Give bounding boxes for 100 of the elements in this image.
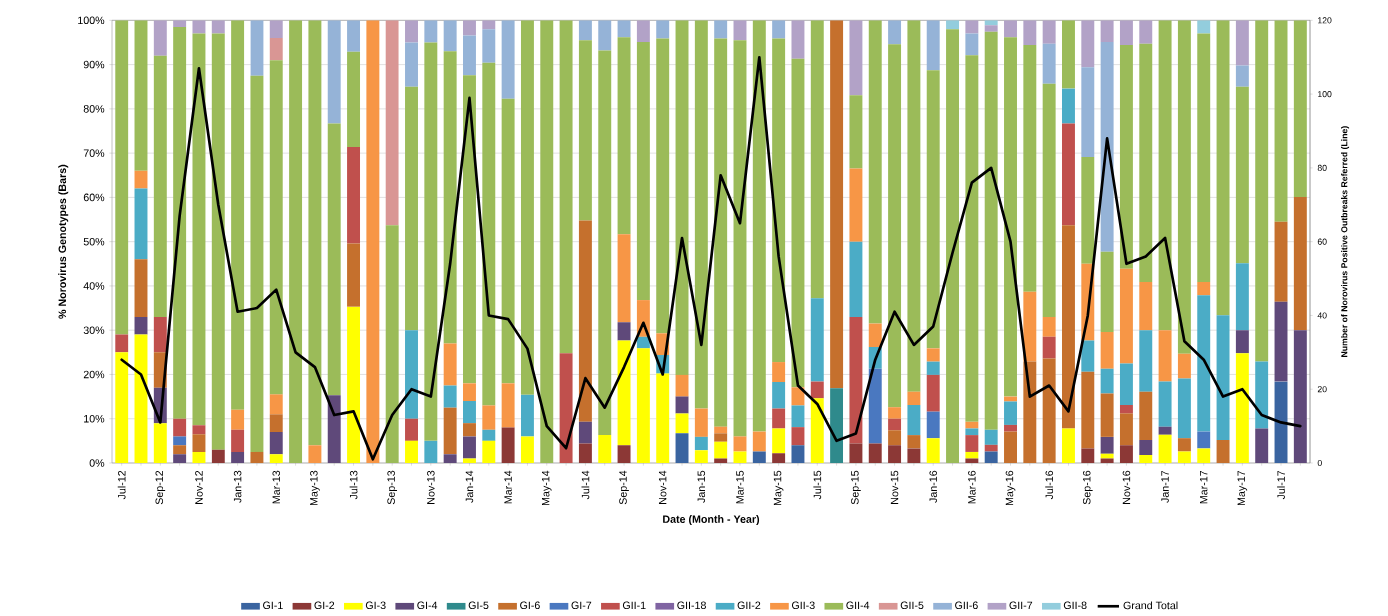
bar: [791, 445, 805, 463]
bar: [907, 391, 921, 405]
bar: [965, 451, 979, 459]
bar: [1081, 371, 1095, 449]
bar: [907, 404, 921, 435]
bar: [1062, 428, 1075, 463]
bar: [1177, 451, 1191, 463]
bar: [849, 443, 863, 463]
legend-label: GII-18: [677, 601, 706, 609]
bar: [405, 329, 418, 419]
bar: [849, 168, 863, 242]
bar: [714, 426, 728, 434]
legend-label: GI-6: [520, 601, 540, 609]
bar: [1004, 424, 1017, 432]
bar: [1216, 20, 1230, 315]
y2-tick-label: 40: [1317, 312, 1327, 319]
bar: [1197, 431, 1211, 449]
bar: [443, 453, 457, 463]
bar: [714, 433, 728, 442]
bar: [810, 398, 824, 463]
bar: [501, 383, 515, 428]
bar: [153, 20, 167, 56]
x-tick-label: Sep-13: [387, 470, 398, 505]
bar: [463, 436, 476, 459]
x-tick-label: Mar-17: [1200, 470, 1208, 504]
bar: [1004, 36, 1017, 397]
bar: [714, 20, 728, 39]
bar: [269, 394, 283, 415]
bar: [984, 24, 998, 32]
bar: [192, 434, 206, 452]
bar: [810, 298, 824, 382]
legend-label: GI-2: [314, 601, 335, 609]
bar: [984, 429, 998, 445]
bar: [984, 451, 998, 463]
bar: [1081, 20, 1095, 68]
bar: [134, 259, 148, 317]
bar: [694, 449, 708, 463]
bar: [424, 20, 438, 43]
bar: [617, 20, 631, 37]
bar: [1235, 86, 1249, 264]
y2-tick-label: 20: [1317, 385, 1327, 393]
bar: [598, 20, 612, 51]
bar: [1293, 196, 1307, 330]
bar: [675, 433, 689, 463]
bar: [153, 316, 167, 353]
bar: [463, 458, 476, 463]
x-tick-label: Sep-16: [1082, 470, 1093, 505]
bar: [463, 383, 476, 401]
bar: [772, 428, 786, 454]
bar: [1100, 331, 1114, 369]
legend-label: GII-6: [955, 601, 978, 609]
bar: [1139, 43, 1153, 282]
bar: [482, 429, 496, 441]
bar: [675, 374, 689, 397]
bar: [134, 170, 148, 189]
x-tick-label: Sep-15: [851, 470, 861, 505]
bar: [617, 340, 631, 446]
bar: [1139, 281, 1153, 330]
x-tick-label: Mar-13: [272, 470, 281, 504]
bar: [868, 323, 882, 347]
bar: [231, 429, 245, 452]
bar: [1023, 291, 1037, 362]
bar: [482, 440, 496, 463]
bar: [1197, 281, 1211, 295]
y-axis-title: % Norovirus Genotypes (Bars): [58, 164, 69, 319]
bar: [772, 453, 786, 463]
legend-label: GII-5: [900, 601, 924, 609]
x-tick-label: May-15: [773, 470, 784, 505]
bar: [385, 20, 399, 226]
bar: [347, 20, 361, 52]
bar: [1177, 20, 1191, 354]
bar: [1235, 329, 1249, 353]
bar: [752, 451, 766, 463]
y2-tick-label: 60: [1317, 238, 1327, 245]
x-tick-label: Jan-13: [233, 470, 242, 503]
bar: [405, 418, 418, 441]
bar: [965, 55, 979, 422]
y-tick-label: 30%: [83, 326, 105, 334]
x-tick-label: Jul-16: [1045, 470, 1054, 500]
bar: [1100, 20, 1114, 42]
bar: [1235, 352, 1249, 463]
bar: [1042, 20, 1056, 44]
bar: [965, 458, 979, 463]
bar: [1042, 336, 1056, 359]
bar: [463, 75, 476, 384]
y2-axis-title: Number of Norovirus Positive Outbreaks Referred (Line): [1341, 126, 1350, 357]
bar: [482, 62, 496, 406]
legend-label: GII-1: [622, 601, 646, 609]
bar: [849, 20, 863, 95]
x-tick-label: May-13: [310, 470, 320, 505]
bar: [578, 421, 592, 444]
bar: [1293, 329, 1307, 463]
bar: [424, 42, 438, 441]
bar: [946, 20, 960, 29]
legend-label: GI-4: [417, 601, 438, 609]
bar: [1158, 426, 1172, 435]
bar: [772, 381, 786, 409]
bar: [1216, 314, 1230, 440]
bar: [849, 94, 863, 169]
bar: [192, 33, 206, 426]
